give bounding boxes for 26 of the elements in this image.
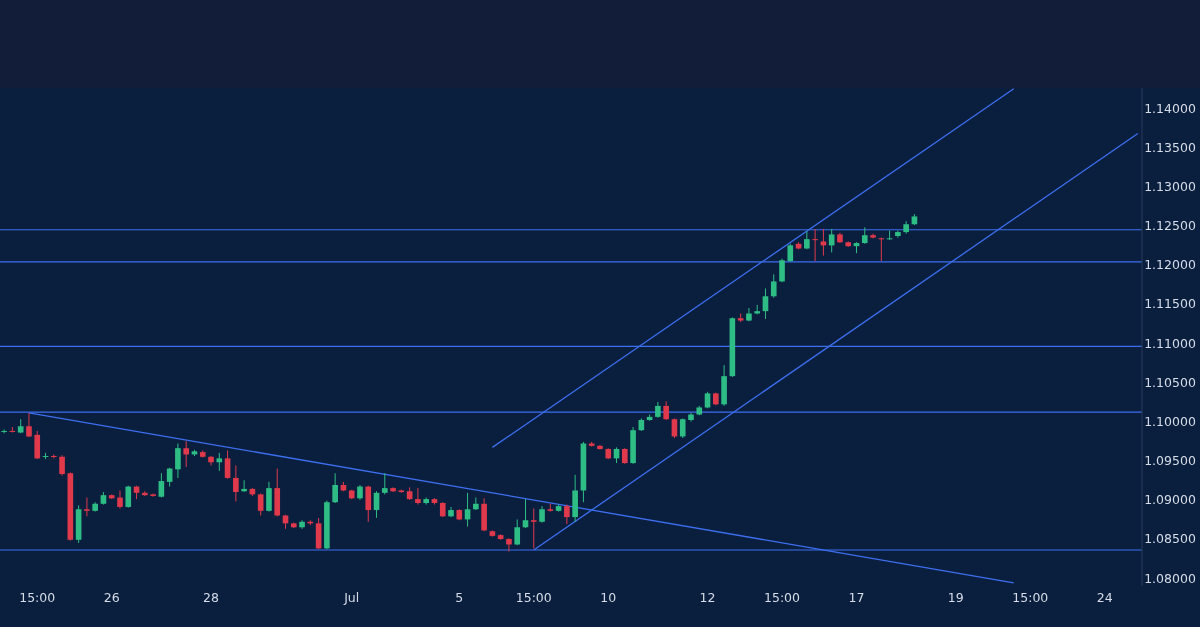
x-tick-label: 24 [1096,590,1113,605]
x-tick-label: 5 [455,590,464,605]
y-tick-label: 1.12000 [1144,257,1196,273]
x-tick-label: 19 [947,590,964,605]
y-tick-label: 1.10500 [1144,374,1196,390]
x-tick-label: 28 [203,590,220,605]
y-tick-label: 1.13500 [1144,139,1196,155]
y-tick-label: 1.11500 [1144,296,1196,312]
y-tick-label: 1.09500 [1144,453,1196,469]
x-tick-label: 17 [848,590,865,605]
x-tick-label: Jul [343,590,360,605]
x-tick-label: 12 [699,590,716,605]
y-tick-label: 1.09000 [1144,492,1196,508]
x-tick-label: 15:00 [764,590,801,605]
x-tick-label: 15:00 [1012,590,1049,605]
y-tick-label: 1.14000 [1144,100,1196,116]
y-tick-label: 1.10000 [1144,413,1196,429]
y-tick-label: 1.12500 [1144,218,1196,234]
y-tick-label: 1.08500 [1144,531,1196,547]
y-tick-label: 1.08000 [1144,570,1196,586]
x-tick-label: 15:00 [19,590,56,605]
y-tick-label: 1.11000 [1144,335,1196,351]
x-tick-label: 15:00 [515,590,552,605]
y-tick-label: 1.13000 [1144,179,1196,195]
x-tick-label: 26 [103,590,120,605]
x-tick-label: 10 [600,590,617,605]
